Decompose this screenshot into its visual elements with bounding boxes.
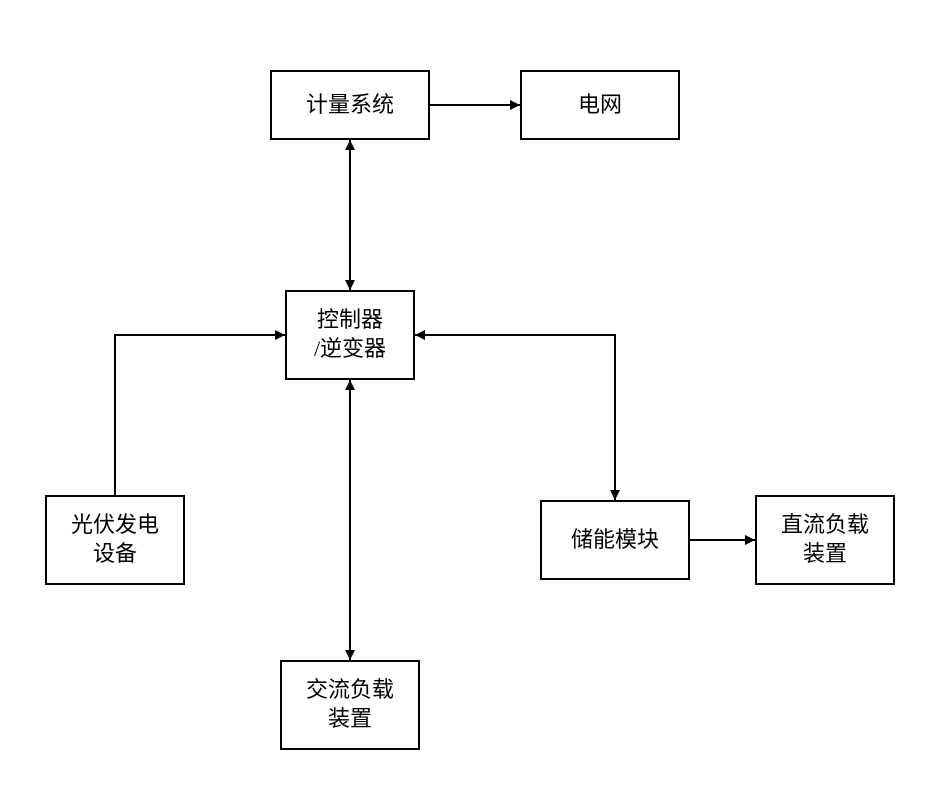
node-label-pv: 光伏发电 设备: [71, 511, 159, 568]
flowchart-diagram: 计量系统 电网控制器 /逆变器光伏发电 设备 储能模块 直流负载 装置交流负载 装置: [0, 0, 932, 790]
node-dc_load: 直流负载 装置: [755, 495, 895, 585]
node-label-dc_load: 直流负载 装置: [781, 511, 869, 568]
arrowhead-start-icon: [345, 280, 355, 290]
node-controller: 控制器 /逆变器: [285, 290, 415, 380]
node-label-controller: 控制器 /逆变器: [314, 306, 386, 363]
node-label-storage: 储能模块: [571, 526, 659, 555]
node-pv: 光伏发电 设备: [45, 495, 185, 585]
node-metering: 计量系统: [270, 70, 430, 140]
edge-controller-to-metering: [345, 140, 355, 290]
edge-controller-to-storage: [415, 330, 620, 500]
arrowhead-end-icon: [610, 490, 620, 500]
node-ac_load: 交流负载 装置: [280, 660, 420, 750]
edge-metering-to-grid: [430, 100, 520, 110]
node-storage: 储能模块: [540, 500, 690, 580]
edges-layer: [0, 0, 932, 790]
arrowhead-start-icon: [345, 380, 355, 390]
edge-pv-to-controller: [115, 330, 285, 495]
arrowhead-end-icon: [745, 535, 755, 545]
arrowhead-end-icon: [275, 330, 285, 340]
node-label-grid: 电网: [578, 91, 622, 120]
arrowhead-end-icon: [510, 100, 520, 110]
edge-storage-to-dc_load: [690, 535, 755, 545]
node-grid: 电网: [520, 70, 680, 140]
arrowhead-start-icon: [415, 330, 425, 340]
node-label-ac_load: 交流负载 装置: [306, 676, 394, 733]
node-label-metering: 计量系统: [306, 91, 394, 120]
arrowhead-end-icon: [345, 650, 355, 660]
edge-controller-to-ac_load: [345, 380, 355, 660]
arrowhead-end-icon: [345, 140, 355, 150]
